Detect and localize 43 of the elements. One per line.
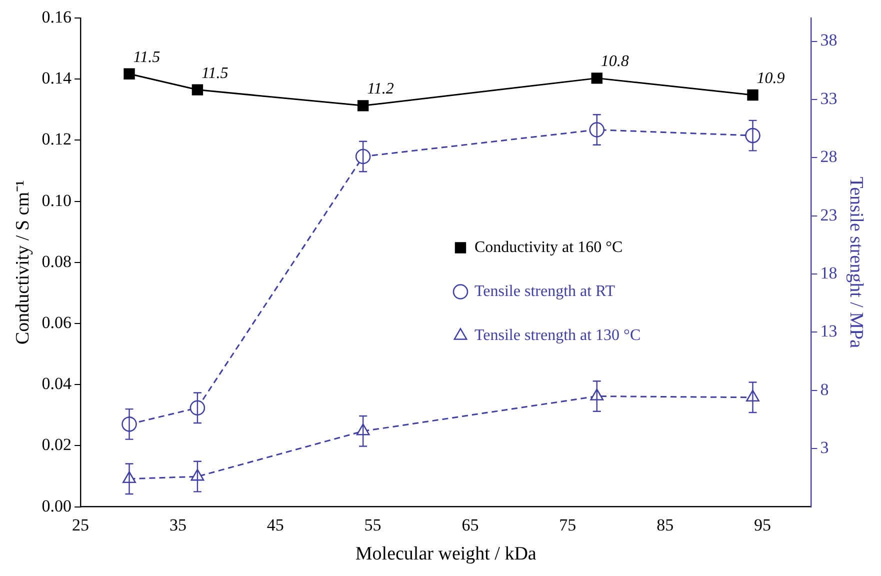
x-tick-label: 85 (656, 515, 674, 534)
y-tick-label: 0.00 (42, 496, 72, 516)
point (355, 148, 371, 164)
x-tick-label: 35 (169, 515, 186, 534)
legend-label: Tensile strength at RT (474, 282, 616, 300)
point (357, 100, 369, 112)
annotation: 11.2 (367, 80, 394, 98)
x-tick-label: 55 (364, 515, 382, 534)
x-tick-label: 45 (266, 515, 284, 534)
point (591, 72, 602, 84)
x-tick-label: 25 (72, 515, 90, 534)
point (589, 122, 605, 138)
y-tick-label: 0.02 (42, 435, 72, 454)
y-tick-label: 0.14 (42, 68, 72, 88)
y-tick-label: 0.10 (42, 190, 72, 210)
y-tick-label: 0.08 (42, 252, 72, 271)
y-axis-title: Conductivity / S cm⁻¹ (12, 180, 34, 345)
y-tick-label: 0.04 (42, 374, 72, 394)
y2-tick-label: 28 (820, 147, 838, 166)
y2-tick-label: 33 (820, 88, 838, 108)
point (124, 68, 135, 80)
annotation: 10.9 (756, 70, 785, 87)
annotation: 10.8 (600, 53, 629, 70)
y-tick-label: 0.16 (42, 7, 72, 26)
y2-tick-label: 3 (820, 438, 829, 458)
x-tick-label: 75 (559, 515, 576, 534)
annotation: 11.5 (201, 64, 228, 82)
x-axis-title: Molecular weight / kDa (355, 544, 537, 565)
point (747, 89, 758, 101)
legend-label: Tensile strength at 130 °C (474, 326, 641, 344)
y-tick-label: 0.12 (42, 130, 72, 149)
y2-tick-label: 23 (820, 205, 838, 224)
y2-tick-label: 38 (820, 30, 838, 50)
x-tick-label: 65 (462, 515, 479, 534)
y2-tick-label: 8 (820, 380, 829, 399)
point (192, 84, 204, 96)
y-tick-label: 0.06 (42, 312, 72, 332)
y2-tick-label: 18 (820, 264, 838, 283)
legend-label: Conductivity at 160 °C (474, 238, 623, 256)
y2-tick-label: 13 (820, 322, 838, 341)
y2-axis-title: Tensile strenght / MPa (846, 176, 867, 349)
x-tick-label: 95 (754, 515, 771, 534)
annotation: 11.5 (133, 48, 160, 66)
